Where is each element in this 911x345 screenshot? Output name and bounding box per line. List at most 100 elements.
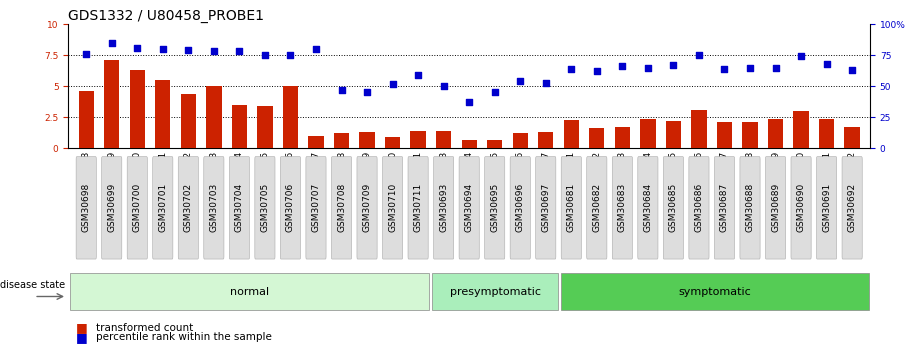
Text: GSM30709: GSM30709: [363, 183, 372, 233]
Text: GSM30688: GSM30688: [745, 183, 754, 233]
FancyBboxPatch shape: [179, 157, 199, 259]
Point: [436, 83, 451, 89]
Bar: [793, 111, 809, 148]
Bar: [615, 127, 630, 148]
Bar: [385, 137, 400, 148]
FancyBboxPatch shape: [69, 273, 429, 310]
FancyBboxPatch shape: [842, 157, 862, 259]
Text: GSM30690: GSM30690: [796, 183, 805, 233]
Point: [615, 63, 630, 69]
Text: GSM30684: GSM30684: [643, 183, 652, 233]
Text: GSM30696: GSM30696: [516, 183, 525, 233]
Point: [181, 48, 196, 53]
Point: [564, 66, 578, 72]
Point: [768, 65, 783, 70]
Text: GSM30706: GSM30706: [286, 183, 295, 233]
Bar: [231, 105, 247, 148]
Text: GSM30689: GSM30689: [771, 183, 780, 233]
Bar: [180, 94, 196, 148]
FancyBboxPatch shape: [816, 157, 836, 259]
Text: GSM30707: GSM30707: [312, 183, 321, 233]
Bar: [359, 132, 374, 148]
Text: normal: normal: [230, 287, 269, 296]
Bar: [78, 91, 94, 148]
Point: [105, 40, 119, 46]
Point: [513, 79, 527, 84]
Bar: [462, 140, 476, 148]
Text: GDS1332 / U80458_PROBE1: GDS1332 / U80458_PROBE1: [68, 9, 264, 23]
Bar: [282, 86, 298, 148]
FancyBboxPatch shape: [434, 157, 454, 259]
Bar: [589, 128, 605, 148]
Text: GSM30701: GSM30701: [159, 183, 168, 233]
FancyBboxPatch shape: [383, 157, 403, 259]
Text: presymptomatic: presymptomatic: [449, 287, 540, 296]
Text: GSM30685: GSM30685: [669, 183, 678, 233]
FancyBboxPatch shape: [357, 157, 377, 259]
FancyBboxPatch shape: [432, 273, 558, 310]
Text: GSM30699: GSM30699: [107, 183, 117, 233]
Text: symptomatic: symptomatic: [679, 287, 752, 296]
FancyBboxPatch shape: [77, 157, 97, 259]
Bar: [104, 60, 119, 148]
Point: [411, 72, 425, 78]
Point: [360, 90, 374, 95]
Bar: [564, 120, 579, 148]
Text: GSM30710: GSM30710: [388, 183, 397, 233]
Text: GSM30704: GSM30704: [235, 183, 244, 233]
Bar: [819, 119, 834, 148]
FancyBboxPatch shape: [230, 157, 250, 259]
Bar: [487, 140, 502, 148]
FancyBboxPatch shape: [663, 157, 683, 259]
FancyBboxPatch shape: [128, 157, 148, 259]
FancyBboxPatch shape: [587, 157, 607, 259]
FancyBboxPatch shape: [306, 157, 326, 259]
Text: GSM30703: GSM30703: [210, 183, 219, 233]
FancyBboxPatch shape: [281, 157, 301, 259]
Bar: [768, 119, 783, 148]
FancyBboxPatch shape: [459, 157, 479, 259]
FancyBboxPatch shape: [561, 157, 581, 259]
FancyBboxPatch shape: [510, 157, 530, 259]
Text: GSM30698: GSM30698: [82, 183, 91, 233]
Text: GSM30683: GSM30683: [618, 183, 627, 233]
Text: GSM30697: GSM30697: [541, 183, 550, 233]
Text: GSM30686: GSM30686: [694, 183, 703, 233]
Point: [462, 100, 476, 105]
Text: GSM30687: GSM30687: [720, 183, 729, 233]
Point: [79, 51, 94, 57]
Point: [385, 81, 400, 87]
Text: GSM30692: GSM30692: [847, 183, 856, 233]
Text: ■: ■: [77, 331, 88, 344]
Text: percentile rank within the sample: percentile rank within the sample: [97, 332, 272, 342]
Point: [819, 61, 834, 67]
FancyBboxPatch shape: [638, 157, 658, 259]
Bar: [844, 127, 860, 148]
Text: disease state: disease state: [0, 280, 65, 290]
Bar: [129, 70, 145, 148]
FancyBboxPatch shape: [791, 157, 811, 259]
FancyBboxPatch shape: [255, 157, 275, 259]
Point: [793, 54, 808, 59]
FancyBboxPatch shape: [485, 157, 505, 259]
Point: [487, 90, 502, 95]
FancyBboxPatch shape: [740, 157, 760, 259]
Text: GSM30681: GSM30681: [567, 183, 576, 233]
Point: [844, 67, 859, 73]
Text: GSM30691: GSM30691: [822, 183, 831, 233]
Bar: [155, 80, 170, 148]
Bar: [691, 110, 707, 148]
FancyBboxPatch shape: [561, 273, 869, 310]
Point: [156, 46, 170, 52]
Text: GSM30682: GSM30682: [592, 183, 601, 233]
Point: [538, 80, 553, 85]
Text: GSM30694: GSM30694: [465, 183, 474, 233]
Bar: [333, 134, 349, 148]
FancyBboxPatch shape: [408, 157, 428, 259]
Point: [691, 52, 706, 58]
Text: GSM30700: GSM30700: [133, 183, 142, 233]
FancyBboxPatch shape: [536, 157, 556, 259]
Point: [589, 69, 604, 74]
Point: [232, 49, 247, 54]
Point: [207, 49, 221, 54]
